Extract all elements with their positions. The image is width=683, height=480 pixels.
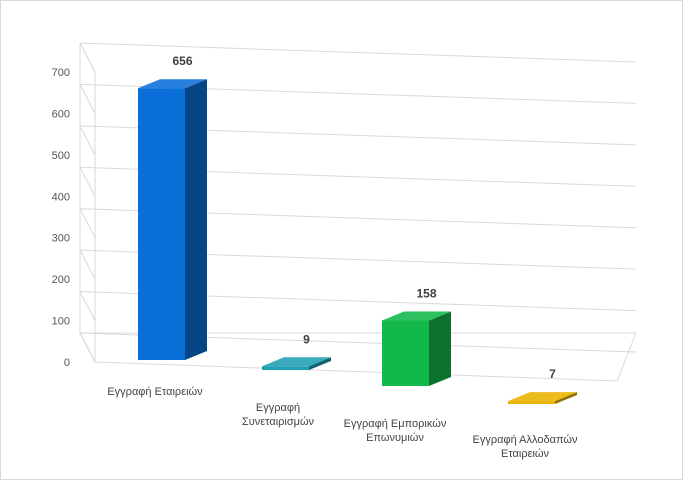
x-category-label: Εγγραφή Εμπορικών Επωνυμιών: [344, 418, 447, 444]
y-axis: 0 100 200 300 400 500 600 700: [52, 67, 70, 369]
y-tick-label: 400: [52, 191, 70, 203]
gridline: [79, 291, 637, 321]
x-category-label: Εγγραφή Εταιρειών: [107, 386, 203, 398]
x-category-line: Εγγραφή Εμπορικών: [344, 418, 447, 430]
gridline: [79, 42, 637, 73]
gridlines: [79, 42, 637, 363]
x-category-line: Εγγραφή Αλλοδαπών: [473, 434, 578, 446]
x-category-line: Επωνυμιών: [366, 432, 424, 444]
x-category-label: Εγγραφή Συνεταιρισμών: [242, 402, 315, 428]
data-label: 158: [416, 287, 436, 301]
x-category-line: Εγγραφή: [256, 402, 300, 414]
x-category-label: Εγγραφή Αλλοδαπών Εταιρειών: [473, 434, 578, 460]
data-label: 7: [549, 367, 556, 381]
bar-front: [508, 401, 555, 404]
x-category-line: Εγγραφή Εταιρειών: [107, 386, 203, 398]
gridline: [79, 249, 637, 280]
bar-front: [262, 366, 309, 370]
y-tick-label: 600: [52, 108, 70, 120]
gridline: [79, 125, 637, 156]
y-tick-label: 700: [52, 67, 70, 79]
bar: [508, 392, 577, 404]
data-label: 656: [172, 54, 192, 68]
y-tick-label: 500: [52, 150, 70, 162]
bar-top: [508, 392, 577, 402]
bar-top: [262, 357, 331, 367]
bar: [138, 79, 207, 360]
y-tick-label: 200: [52, 274, 70, 286]
bar-side: [185, 79, 207, 360]
x-category-line: Εταιρειών: [501, 448, 550, 460]
gridline: [79, 208, 637, 238]
bar-side: [555, 392, 577, 404]
bar-side: [429, 311, 451, 386]
bars: 656 9 158 7: [138, 54, 577, 404]
y-tick-label: 300: [52, 233, 70, 245]
y-tick-label: 100: [52, 316, 70, 328]
data-label: 9: [303, 332, 310, 346]
bar-top: [138, 79, 207, 89]
gridline: [79, 166, 637, 197]
y-tick-label: 0: [64, 357, 70, 369]
bar-front: [382, 320, 429, 386]
bar-side: [309, 357, 331, 370]
x-category-line: Συνεταιρισμών: [242, 416, 315, 428]
bar-front: [138, 88, 185, 360]
bar: [262, 357, 331, 370]
bar: [382, 311, 451, 386]
gridline: [79, 83, 637, 114]
bar-top: [382, 311, 451, 321]
